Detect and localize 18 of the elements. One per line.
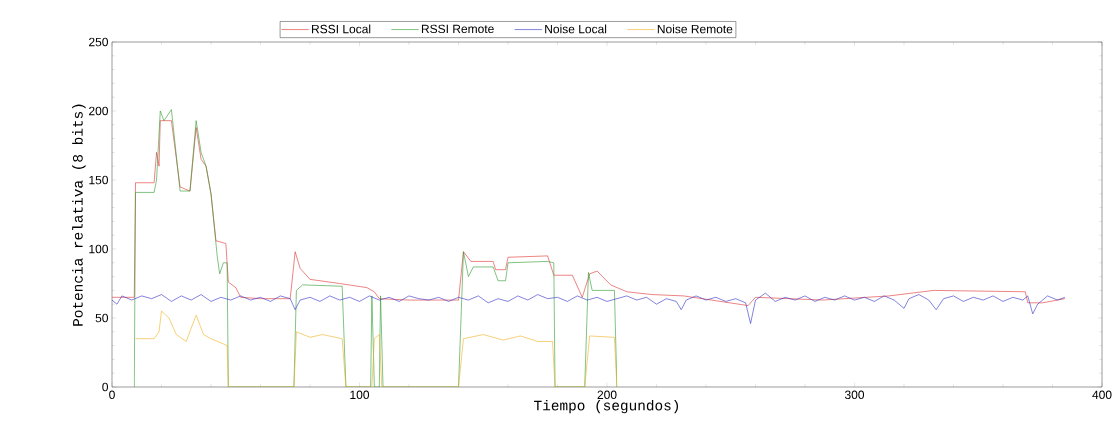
y-tick-label: 0 bbox=[102, 382, 109, 392]
y-tick-label: 100 bbox=[89, 244, 109, 254]
x-tick-label: 100 bbox=[350, 390, 370, 400]
y-tick-label: 150 bbox=[89, 175, 109, 185]
y-axis-title: Potencia relativa (8 bits) bbox=[72, 104, 86, 326]
y-tick-label: 250 bbox=[89, 37, 109, 47]
x-axis-title: Tiempo (segundos) bbox=[534, 399, 679, 414]
x-tick-label: 400 bbox=[1092, 390, 1112, 400]
y-tick-label: 50 bbox=[95, 313, 109, 323]
legend-label: RSSI Remote bbox=[421, 24, 494, 34]
line-series bbox=[133, 109, 618, 387]
legend-label: RSSI Local bbox=[312, 24, 371, 34]
y-tick-label: 200 bbox=[89, 106, 109, 116]
x-tick-label: 200 bbox=[597, 390, 617, 400]
line-series bbox=[135, 310, 618, 387]
legend-label: Noise Local bbox=[545, 24, 607, 34]
legend-label: Noise Remote bbox=[657, 24, 733, 34]
x-tick-label: 300 bbox=[844, 390, 865, 400]
